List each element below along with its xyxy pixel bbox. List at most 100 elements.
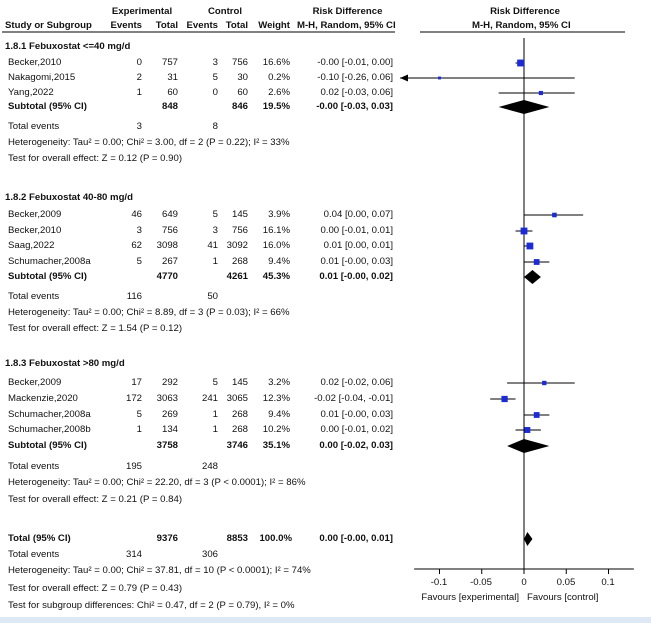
header-risk-difference-plot: Risk Difference (490, 6, 560, 17)
subtotal-diamond (498, 100, 550, 114)
subtotal-ci-text: 0.01 [-0.00, 0.02] (319, 271, 393, 282)
heterogeneity-text: Heterogeneity: Tau² = 0.00; Chi² = 3.00,… (8, 137, 290, 148)
study-name: Becker,2010 (8, 225, 62, 236)
study-point-estimate (533, 412, 540, 418)
total-events-exp: 3 (136, 121, 142, 132)
subtotal-exp-total: 3758 (156, 440, 178, 451)
total-events-exp: 195 (125, 461, 142, 472)
exp-total: 756 (161, 225, 178, 236)
subtotal-ci-text: -0.00 [-0.03, 0.03] (316, 101, 393, 112)
bottom-scroll-strip (0, 617, 651, 623)
exp-events: 3 (136, 225, 142, 236)
ctl-events: 0 (212, 87, 218, 98)
exp-total: 134 (161, 424, 178, 435)
ci-text: 0.01 [0.00, 0.01] (323, 240, 393, 251)
study-name: Schumacher,2008b (8, 424, 91, 435)
header-method: M-H, Random, 95% CI (297, 20, 396, 31)
header-risk-difference: Risk Difference (312, 6, 383, 17)
ctl-events: 1 (212, 409, 218, 420)
weight: 16.1% (262, 225, 290, 236)
exp-events: 17 (131, 377, 142, 388)
weight: 2.6% (268, 87, 290, 98)
exp-total: 60 (167, 87, 178, 98)
total-events-label: Total events (8, 121, 60, 132)
study-name: Yang,2022 (8, 87, 54, 98)
subtotal-ctl-total: 846 (231, 101, 248, 112)
weight: 10.2% (262, 424, 290, 435)
ctl-total: 268 (231, 424, 248, 435)
exp-events: 46 (131, 209, 142, 220)
total-ci-text: 0.00 [-0.00, 0.01] (319, 533, 393, 544)
ctl-total: 268 (231, 409, 248, 420)
subtotal-weight: 45.3% (262, 271, 290, 282)
weight: 12.3% (262, 393, 290, 404)
study-name: Mackenzie,2020 (8, 393, 78, 404)
ctl-total: 3092 (226, 240, 248, 251)
ci-text: -0.00 [-0.01, 0.00] (317, 57, 393, 68)
subtotal-ctl-total: 3746 (226, 440, 248, 451)
ci-text: 0.04 [0.00, 0.07] (323, 209, 393, 220)
ci-text: 0.00 [-0.01, 0.01] (320, 225, 393, 236)
subtotal-weight: 19.5% (262, 101, 290, 112)
ctl-events: 5 (212, 72, 218, 83)
subtotal-diamond (507, 439, 550, 453)
ctl-events: 5 (212, 377, 218, 388)
ctl-total: 30 (237, 72, 248, 83)
exp-total: 292 (161, 377, 178, 388)
overall-effect-text: Test for overall effect: Z = 0.12 (P = 0… (8, 153, 183, 164)
header-experimental: Experimental (111, 6, 173, 17)
total-events-ctl: 8 (212, 121, 218, 132)
total-events-ctl: 248 (201, 461, 218, 472)
header-exp-total: Total (155, 20, 178, 31)
exp-total: 649 (161, 209, 178, 220)
subtotal-ctl-total: 4261 (226, 271, 248, 282)
subtotal-exp-total: 848 (161, 101, 178, 112)
favours-experimental-label: Favours [experimental] (421, 592, 519, 603)
ctl-total: 3065 (226, 393, 248, 404)
overall-effect-text: Test for overall effect: Z = 1.54 (P = 0… (8, 323, 183, 334)
ci-text: 0.00 [-0.01, 0.02] (320, 424, 393, 435)
total-label: Total (95% CI) (8, 533, 71, 544)
study-name: Becker,2009 (8, 377, 62, 388)
weight: 16.6% (262, 57, 290, 68)
x-tick-label: 0.1 (601, 577, 615, 588)
total-events-label: Total events (8, 549, 60, 560)
total-events-exp: 116 (126, 291, 142, 302)
ctl-total: 60 (237, 87, 248, 98)
subtotal-label: Subtotal (95% CI) (8, 440, 87, 451)
header-control: Control (207, 6, 243, 17)
exp-events: 0 (136, 57, 142, 68)
heterogeneity-text: Heterogeneity: Tau² = 0.00; Chi² = 22.20… (8, 477, 306, 488)
ci-text: 0.02 [-0.03, 0.06] (320, 87, 393, 98)
ci-truncation-arrow (400, 74, 408, 82)
study-name: Schumacher,2008a (8, 409, 91, 420)
total-weight: 100.0% (259, 533, 292, 544)
exp-events: 1 (136, 424, 142, 435)
study-name: Saag,2022 (8, 240, 55, 251)
header-weight: Weight (258, 20, 290, 31)
header-ctl-events: Events (186, 20, 218, 31)
study-point-estimate (524, 427, 531, 433)
subtotal-label: Subtotal (95% CI) (8, 101, 87, 112)
x-tick-label: 0.05 (556, 577, 576, 588)
exp-events: 62 (131, 240, 142, 251)
header-study: Study or Subgroup (5, 20, 92, 31)
ctl-events: 5 (212, 209, 218, 220)
subtotal-weight: 35.1% (262, 440, 290, 451)
exp-events: 2 (136, 72, 142, 83)
subgroup-title: 1.8.1 Febuxostat <=40 mg/d (5, 41, 131, 52)
ctl-events: 41 (207, 240, 218, 251)
total-events-ctl: 306 (201, 549, 218, 560)
ctl-events: 3 (212, 57, 218, 68)
ci-text: 0.01 [-0.00, 0.03] (320, 409, 393, 420)
ctl-events: 1 (212, 424, 218, 435)
total-events-label: Total events (8, 461, 60, 472)
ctl-total: 756 (231, 57, 248, 68)
ctl-events: 1 (212, 256, 218, 267)
x-tick-label: -0.1 (430, 577, 448, 588)
study-point-estimate (520, 227, 528, 235)
weight: 3.2% (268, 377, 290, 388)
weight: 9.4% (268, 256, 290, 267)
